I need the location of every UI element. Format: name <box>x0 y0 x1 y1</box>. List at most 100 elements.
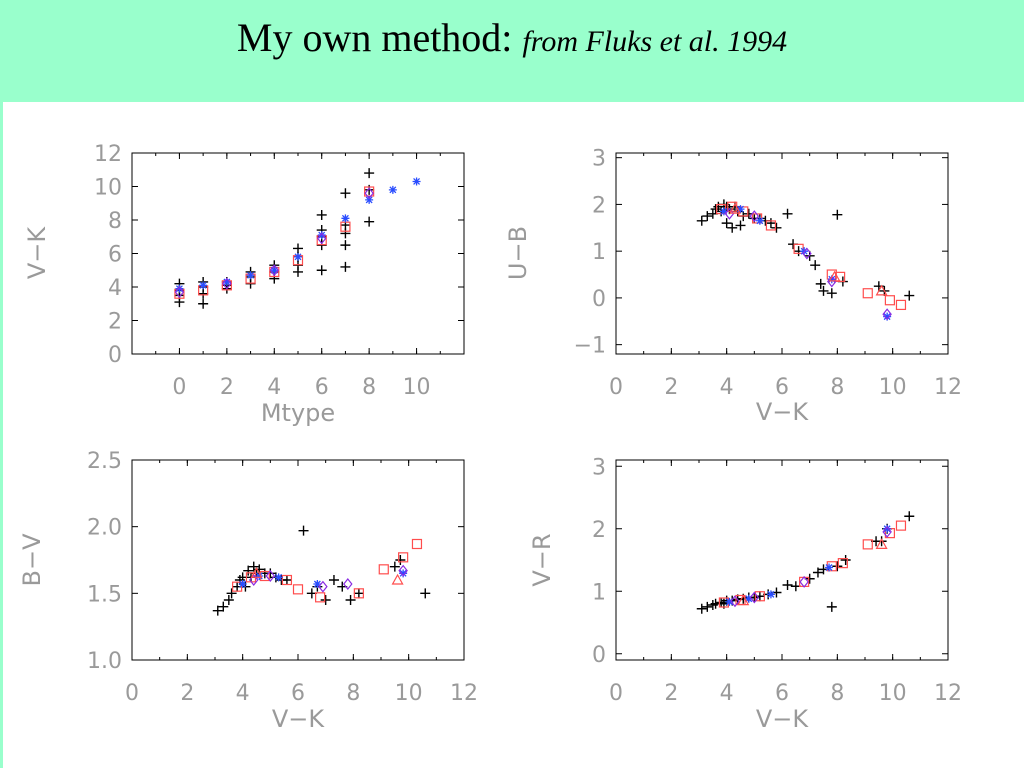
y-tick-label: 0 <box>592 643 606 668</box>
x-tick-label: 4 <box>267 375 281 400</box>
star-marker <box>238 580 247 588</box>
diamond-marker <box>799 575 809 588</box>
plus-marker <box>243 565 254 576</box>
plus-marker <box>754 591 765 602</box>
slide-title: My own method: from Fluks et al. 1994 <box>0 14 1024 61</box>
triangle-marker <box>728 202 741 214</box>
plus-marker <box>832 561 843 572</box>
x-axis-label: V−K <box>272 705 326 733</box>
y-tick-label: 1 <box>592 240 606 265</box>
plus-marker <box>696 603 707 614</box>
plus-marker <box>293 243 303 254</box>
y-tick-label: 4 <box>108 276 122 301</box>
plus-marker <box>707 600 718 610</box>
square-marker <box>837 558 848 569</box>
y-axis-label: V−R <box>528 533 556 586</box>
star-marker <box>175 284 184 293</box>
star-marker <box>766 590 775 599</box>
x-tick-label: 8 <box>346 681 360 706</box>
square-marker <box>895 520 907 531</box>
plus-marker <box>710 204 721 215</box>
y-tick-label: 3 <box>592 147 606 172</box>
plus-marker <box>818 285 829 296</box>
diamond-marker <box>730 595 740 608</box>
plus-marker <box>340 261 351 272</box>
plus-marker <box>340 228 351 239</box>
plus-marker <box>364 168 375 179</box>
diamond-marker <box>882 308 892 321</box>
diamond-marker <box>174 286 185 298</box>
square-marker <box>281 574 293 586</box>
y-tick-label: 12 <box>94 142 122 167</box>
x-tick-label: 8 <box>830 681 844 706</box>
x-tick-label: 2 <box>664 375 678 400</box>
plus-marker <box>782 208 793 219</box>
star-marker <box>883 312 892 321</box>
plus-marker <box>876 536 887 547</box>
x-tick-label: 10 <box>403 375 431 400</box>
x-axis-label: Mtype <box>261 399 335 427</box>
star-marker <box>313 580 322 588</box>
x-tick-label: 12 <box>934 681 962 706</box>
y-axis-label: U−B <box>504 226 532 280</box>
y-tick-label: −1 <box>574 334 606 359</box>
y-tick-label: 8 <box>108 209 122 234</box>
star-marker <box>294 252 302 261</box>
star-marker <box>399 569 408 578</box>
x-tick-label: 4 <box>720 375 734 400</box>
plus-marker <box>226 588 237 599</box>
diamond-marker <box>269 264 280 277</box>
plus-marker <box>727 222 738 233</box>
plus-marker <box>826 601 837 612</box>
x-tick-label: 4 <box>236 681 250 706</box>
plus-marker <box>826 288 837 299</box>
x-tick-label: 4 <box>720 681 734 706</box>
y-axis-label: B−V <box>18 533 46 587</box>
plus-marker <box>395 555 406 565</box>
plus-marker <box>389 561 400 572</box>
x-tick-label: 2 <box>664 681 678 706</box>
plus-marker <box>735 220 746 231</box>
plus-marker <box>364 216 375 227</box>
x-tick-label: 0 <box>125 681 139 706</box>
diamond-marker <box>316 232 327 245</box>
plus-marker <box>328 575 339 585</box>
x-tick-label: 0 <box>609 375 623 400</box>
star-marker <box>412 177 421 186</box>
plot-frame <box>131 459 465 661</box>
plot-frame <box>615 459 949 661</box>
square-marker <box>862 539 873 550</box>
triangle-marker <box>250 567 263 578</box>
y-axis-label: V−K <box>23 226 51 280</box>
plus-marker <box>340 188 351 199</box>
star-marker <box>270 266 279 275</box>
diamond-marker <box>724 207 735 220</box>
diamond-marker <box>318 580 328 593</box>
diamond-marker <box>364 187 374 200</box>
plus-marker <box>212 605 223 616</box>
plus-marker <box>771 222 782 233</box>
plus-marker <box>281 575 292 585</box>
x-axis-label: V−K <box>756 705 810 733</box>
plus-marker <box>345 595 356 605</box>
diamond-marker <box>827 275 837 288</box>
square-marker <box>232 581 243 592</box>
plus-marker <box>248 561 259 572</box>
left-accent-strip <box>0 102 3 768</box>
x-tick-label: 0 <box>172 375 186 400</box>
star-marker <box>719 207 728 216</box>
plus-marker <box>265 568 276 579</box>
plus-marker <box>316 209 327 220</box>
square-marker <box>292 584 304 595</box>
triangle-marker <box>737 594 750 606</box>
square-marker <box>765 220 777 231</box>
y-tick-label: 0 <box>108 343 122 368</box>
plus-marker <box>696 215 707 226</box>
square-marker <box>793 243 804 254</box>
plus-marker <box>812 567 823 578</box>
square-marker <box>315 592 326 603</box>
y-tick-label: 3 <box>592 455 606 480</box>
square-marker <box>754 591 765 602</box>
